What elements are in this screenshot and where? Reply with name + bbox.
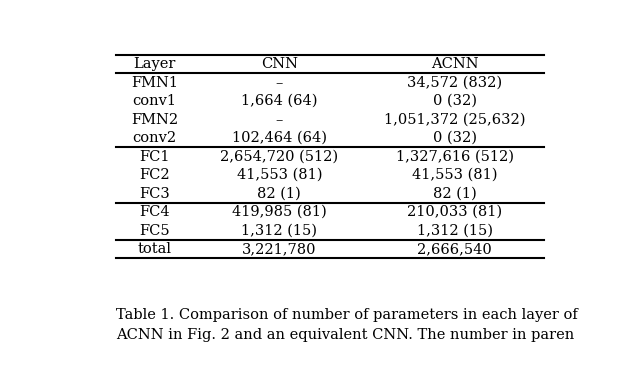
Text: –: –	[276, 76, 283, 90]
Text: 82 (1): 82 (1)	[257, 187, 301, 200]
Text: Layer: Layer	[133, 57, 175, 71]
Text: total: total	[138, 242, 171, 256]
Text: 2,654,720 (512): 2,654,720 (512)	[220, 150, 339, 164]
Text: FC2: FC2	[139, 168, 170, 182]
Text: 41,553 (81): 41,553 (81)	[237, 168, 322, 182]
Text: FC3: FC3	[139, 187, 170, 200]
Text: conv2: conv2	[132, 131, 177, 145]
Text: Table 1. Comparison of number of parameters in each layer of: Table 1. Comparison of number of paramet…	[116, 308, 578, 322]
Text: FC5: FC5	[139, 223, 170, 238]
Text: 1,312 (15): 1,312 (15)	[417, 223, 493, 238]
Text: 2,666,540: 2,666,540	[417, 242, 492, 256]
Text: 1,327,616 (512): 1,327,616 (512)	[396, 150, 514, 164]
Text: CNN: CNN	[261, 57, 298, 71]
Text: ACNN in Fig. 2 and an equivalent CNN. The number in paren: ACNN in Fig. 2 and an equivalent CNN. Th…	[116, 328, 574, 343]
Text: –: –	[276, 113, 283, 127]
Text: 1,051,372 (25,632): 1,051,372 (25,632)	[384, 113, 525, 127]
Text: 3,221,780: 3,221,780	[242, 242, 317, 256]
Text: 0 (32): 0 (32)	[433, 94, 477, 108]
Text: 82 (1): 82 (1)	[433, 187, 477, 200]
Text: 0 (32): 0 (32)	[433, 131, 477, 145]
Text: 34,572 (832): 34,572 (832)	[407, 76, 502, 90]
Text: FC1: FC1	[139, 150, 170, 164]
Text: FMN1: FMN1	[131, 76, 178, 90]
Text: ACNN: ACNN	[431, 57, 479, 71]
Text: 210,033 (81): 210,033 (81)	[407, 205, 502, 219]
Text: 102,464 (64): 102,464 (64)	[232, 131, 327, 145]
Text: FC4: FC4	[139, 205, 170, 219]
Text: 419,985 (81): 419,985 (81)	[232, 205, 327, 219]
Text: 41,553 (81): 41,553 (81)	[412, 168, 497, 182]
Text: FMN2: FMN2	[131, 113, 178, 127]
Text: conv1: conv1	[133, 94, 176, 108]
Text: 1,312 (15): 1,312 (15)	[241, 223, 317, 238]
Text: 1,664 (64): 1,664 (64)	[241, 94, 317, 108]
